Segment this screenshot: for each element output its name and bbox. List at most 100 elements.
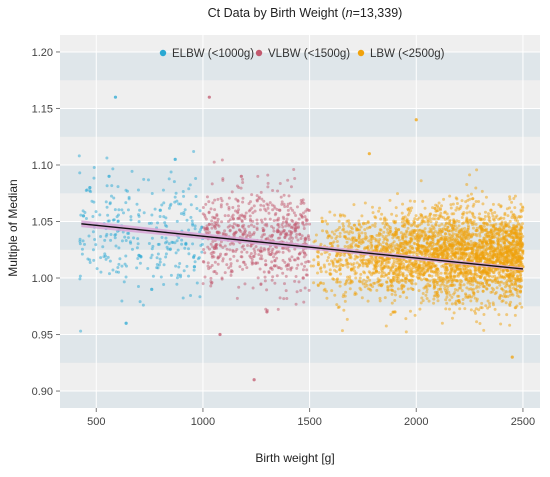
data-point — [177, 265, 181, 269]
data-point — [390, 212, 394, 216]
data-point — [475, 320, 479, 324]
data-point — [382, 271, 386, 275]
data-point — [126, 236, 130, 240]
data-point — [491, 252, 495, 256]
data-point — [165, 240, 169, 244]
data-point — [403, 234, 407, 238]
data-point — [124, 275, 128, 279]
data-point — [333, 293, 337, 297]
data-point — [475, 251, 479, 255]
data-point — [210, 226, 214, 230]
data-point — [378, 299, 382, 303]
data-point — [511, 240, 515, 244]
data-point — [275, 256, 279, 260]
chart-title-prefix: Ct Data by Birth Weight ( — [208, 6, 347, 20]
data-point — [439, 247, 443, 251]
data-point — [504, 294, 508, 298]
data-point — [489, 255, 493, 259]
data-point — [510, 355, 514, 359]
data-point — [412, 263, 416, 267]
data-point — [272, 219, 276, 223]
data-point — [267, 271, 271, 275]
data-point — [269, 252, 273, 256]
data-point — [371, 285, 375, 289]
data-point — [489, 240, 493, 244]
data-point — [445, 248, 449, 252]
data-point — [288, 223, 292, 227]
data-point — [304, 236, 308, 240]
data-point — [198, 230, 202, 234]
data-point — [440, 230, 444, 234]
data-point — [122, 211, 126, 215]
data-point — [507, 284, 511, 288]
data-point — [114, 270, 118, 274]
data-point — [371, 223, 375, 227]
data-point — [420, 220, 424, 224]
data-point — [328, 210, 332, 214]
data-point — [206, 261, 210, 265]
data-point — [463, 254, 467, 258]
data-point — [331, 260, 335, 264]
data-point — [448, 283, 452, 287]
data-point — [294, 235, 298, 239]
data-point — [512, 256, 516, 260]
data-point — [341, 224, 345, 228]
data-point — [420, 234, 424, 238]
data-point — [377, 279, 381, 283]
data-point — [149, 221, 153, 225]
data-point — [394, 214, 398, 218]
data-point — [332, 232, 336, 236]
data-point — [220, 199, 224, 203]
data-point — [225, 202, 229, 206]
data-point — [398, 273, 402, 277]
data-point — [403, 219, 407, 223]
data-point — [382, 274, 386, 278]
chart-title: Ct Data by Birth Weight (n=13,339) — [208, 6, 403, 20]
data-point — [116, 185, 120, 189]
data-point — [113, 236, 117, 240]
data-point — [421, 244, 425, 248]
data-point — [281, 225, 285, 229]
data-point — [421, 272, 425, 276]
data-point — [389, 266, 393, 270]
data-point — [508, 293, 512, 297]
data-point — [438, 232, 442, 236]
data-point — [469, 218, 473, 222]
data-point — [321, 281, 325, 285]
data-point — [492, 250, 496, 254]
data-point — [438, 287, 442, 291]
data-point — [282, 229, 286, 233]
data-point — [347, 219, 351, 223]
data-point — [432, 297, 436, 301]
data-point — [259, 250, 263, 254]
data-point — [213, 260, 217, 264]
data-point — [236, 211, 240, 215]
data-point — [502, 241, 506, 245]
legend-marker — [159, 49, 167, 57]
data-point — [459, 286, 463, 290]
data-point — [503, 285, 507, 289]
data-point — [215, 213, 219, 217]
data-point — [490, 290, 494, 294]
data-point — [410, 206, 414, 210]
data-point — [287, 257, 291, 261]
data-point — [388, 229, 392, 233]
data-point — [375, 245, 379, 249]
data-point — [384, 249, 388, 253]
data-point — [173, 200, 177, 204]
data-point — [424, 215, 428, 219]
data-point — [444, 244, 448, 248]
data-point — [345, 240, 349, 244]
data-point — [461, 273, 465, 277]
data-point — [456, 248, 460, 252]
data-point — [355, 227, 359, 231]
data-point — [404, 280, 408, 284]
data-point — [223, 244, 227, 248]
data-point — [335, 260, 339, 264]
data-point — [202, 226, 206, 230]
data-point — [361, 222, 365, 226]
data-point — [192, 268, 196, 272]
data-point — [514, 243, 518, 247]
data-point — [407, 206, 411, 210]
data-point — [168, 204, 172, 208]
